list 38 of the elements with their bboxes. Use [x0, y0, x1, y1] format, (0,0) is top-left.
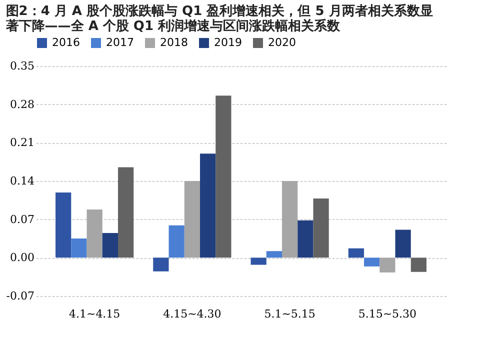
bar	[86, 209, 102, 258]
bar	[266, 251, 282, 258]
text: 著下降——全 A 个股 Q1 利润增速与区间涨跌幅相关系数	[6, 19, 340, 34]
bar	[250, 258, 266, 265]
bar	[184, 181, 200, 258]
y-tick-label: 0.14	[10, 174, 34, 188]
bar	[282, 181, 298, 258]
bar	[153, 258, 169, 272]
bar	[102, 233, 118, 258]
x-tick-label: 4.1~4.15	[68, 308, 120, 320]
y-tick-label: 0.21	[10, 136, 34, 150]
bar	[118, 167, 134, 258]
legend-label: 2017	[106, 36, 134, 49]
bar	[216, 96, 232, 258]
bar	[71, 238, 87, 258]
bar	[348, 248, 364, 258]
y-tick-label: 0.07	[10, 212, 34, 226]
y-tick-label: 0.00	[10, 251, 34, 264]
y-tick-label: -0.07	[6, 290, 34, 302]
x-tick-label: 5.15~5.30	[358, 308, 417, 320]
legend-label: 2018	[160, 36, 188, 49]
bar	[298, 220, 314, 258]
x-tick-label: 4.15~4.30	[163, 308, 222, 320]
legend-label: 2019	[214, 36, 242, 49]
bar	[410, 258, 426, 272]
bar	[380, 258, 396, 272]
bar	[56, 192, 72, 258]
bar	[168, 225, 184, 258]
legend-label: 2016	[52, 36, 80, 49]
bar	[364, 258, 380, 266]
y-tick-label: 0.35	[10, 60, 34, 72]
x-tick-label: 5.1~5.15	[264, 308, 316, 320]
y-tick-label: 0.28	[10, 98, 34, 111]
bar	[200, 154, 216, 258]
bar	[395, 230, 411, 258]
legend-label: 2020	[268, 36, 296, 49]
bar	[313, 198, 329, 258]
text: 图2：4 月 A 股个股涨跌幅与 Q1 盈利增速相关，但 5 月两者相关系数显	[6, 4, 433, 19]
